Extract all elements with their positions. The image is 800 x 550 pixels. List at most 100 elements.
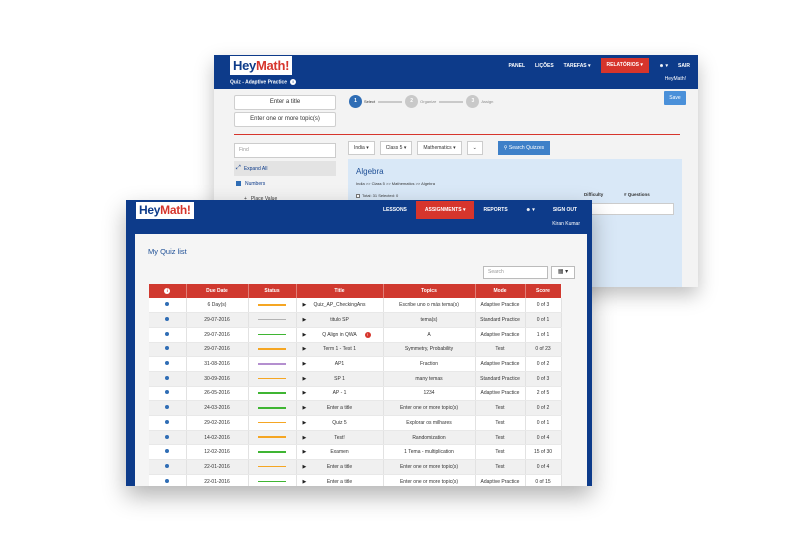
table-row[interactable]: 24-03-2016 ▶ Enter a title Enter one or mor…: [149, 400, 562, 416]
play-icon[interactable]: ▶: [302, 463, 307, 470]
nav-sair[interactable]: SAIR: [678, 62, 690, 69]
class-dropdown[interactable]: Class 5: [379, 141, 413, 155]
heymath-logo[interactable]: HeyMath!: [230, 56, 293, 75]
title-cell[interactable]: ▶ Enter a title: [296, 459, 384, 475]
play-icon[interactable]: ▶: [302, 361, 307, 368]
step-2-circle[interactable]: 2: [405, 95, 419, 108]
plus-icon: +: [244, 195, 247, 202]
title-cell[interactable]: ▶ AP1: [296, 356, 384, 372]
table-row[interactable]: 22-01-2016 ▶ Enter a title Enter one or mor…: [149, 459, 562, 475]
title-text: SP 1: [334, 375, 345, 382]
table-row[interactable]: 26-05-2016 ▶ AP - 1 1234 Adaptive Practice 2 …: [149, 386, 562, 402]
title-cell[interactable]: ▶ Examen: [296, 444, 384, 461]
tree-item-numbers[interactable]: Numbers: [234, 176, 336, 191]
play-icon[interactable]: ▶: [302, 405, 307, 412]
chevron-down-icon[interactable]: ⌄: [466, 141, 483, 155]
nav-licoes[interactable]: LIÇÕES: [535, 62, 554, 69]
column-header-topics[interactable]: Topics: [383, 284, 476, 298]
play-icon[interactable]: ▶: [302, 302, 307, 309]
title-cell[interactable]: ▶ Test!: [296, 430, 384, 446]
column-header-status[interactable]: Status: [248, 284, 297, 298]
step-3-circle[interactable]: 3: [466, 95, 480, 108]
table-row[interactable]: 29-07-2016 ▶ Q Align in QWA! A Adaptive Prac…: [149, 327, 562, 343]
mode-cell: Adaptive Practice: [475, 474, 526, 486]
subject-dropdown[interactable]: Mathematics: [417, 141, 462, 155]
info-column-header[interactable]: i: [149, 284, 187, 298]
table-row[interactable]: 29-02-2016 ▶ Quiz 5 Explorar os milhares Tes…: [149, 415, 562, 431]
column-header-mode[interactable]: Mode: [475, 284, 526, 298]
status-bar: [258, 436, 286, 438]
title-cell[interactable]: ▶ SP 1: [296, 371, 384, 387]
columns-toggle-button[interactable]: ▦ ▾: [551, 266, 575, 279]
table-row[interactable]: 14-02-2016 ▶ Test! Randomization Test 0 of 4: [149, 430, 562, 446]
topics-cell: Fraction: [383, 356, 476, 372]
nav-relatorios[interactable]: RELATÓRIOS: [600, 58, 649, 73]
title-cell[interactable]: ▶ AP - 1: [296, 386, 384, 402]
play-icon[interactable]: ▶: [302, 346, 307, 353]
nav-sign-out[interactable]: SIGN OUT: [552, 207, 577, 213]
title-text: titulo SP: [330, 317, 349, 324]
play-icon[interactable]: ▶: [302, 331, 307, 338]
table-row[interactable]: 22-01-2016 ▶ Enter a title Enter one or mor…: [149, 474, 562, 486]
play-icon[interactable]: ▶: [302, 317, 307, 324]
play-icon[interactable]: ▶: [302, 375, 307, 382]
mode-cell: Test: [475, 430, 526, 446]
tree-item-place-value[interactable]: + Place Value: [234, 191, 336, 206]
status-cell: [248, 444, 297, 461]
table-row[interactable]: 30-09-2016 ▶ SP 1 many temas Standard Practi…: [149, 371, 562, 387]
enter-topic-button[interactable]: Enter one or more topic(s): [234, 112, 336, 127]
column-header-score[interactable]: Score: [525, 284, 562, 298]
title-cell[interactable]: ▶ Quiz_AP_CheckingAns: [296, 298, 384, 314]
score-cell: 15 of 30: [525, 444, 562, 461]
nav-panel[interactable]: PANEL: [508, 62, 526, 69]
table-row[interactable]: 29-07-2016 ▶ titulo SP tema(s) Standard Prac…: [149, 312, 562, 328]
play-icon[interactable]: ▶: [302, 478, 307, 485]
heymath-logo[interactable]: HeyMath!: [136, 202, 194, 219]
search-quizzes-button[interactable]: ⚲ Search Quizzes: [497, 141, 551, 155]
table-row[interactable]: 29-07-2016 ▶ Term 1 - Test 1 Symmetry, Prob…: [149, 342, 562, 358]
status-cell: [248, 415, 297, 431]
column-header-due-date[interactable]: Due Date: [186, 284, 249, 298]
nav-reports[interactable]: REPORTS: [483, 207, 508, 213]
table-row[interactable]: 12-02-2016 ▶ Examen 1 Tema - multiplication…: [149, 444, 562, 461]
play-icon[interactable]: ▶: [302, 390, 307, 397]
topics-cell: Escribe uno o más tema(s): [383, 298, 476, 314]
title-cell[interactable]: ▶ Enter a title: [296, 474, 384, 486]
title-cell[interactable]: ▶ Q Align in QWA!: [296, 327, 384, 343]
row-indicator-icon: [165, 449, 170, 454]
user-icon[interactable]: ☻: [659, 63, 668, 69]
title-cell[interactable]: ▶ Term 1 - Test 1: [296, 342, 384, 358]
wizard-steps: 1 Select 2 Organize 3 Assign: [349, 95, 493, 108]
enter-title-button[interactable]: Enter a title: [234, 95, 336, 110]
table-row[interactable]: 31-08-2016 ▶ AP1 Fraction Adaptive Practice 0…: [149, 356, 562, 372]
search-input[interactable]: Search: [483, 266, 548, 279]
find-input[interactable]: Find: [234, 143, 336, 158]
play-icon[interactable]: ▶: [302, 434, 307, 441]
country-dropdown[interactable]: India: [348, 141, 375, 155]
save-button[interactable]: Save: [664, 91, 686, 105]
title-cell[interactable]: ▶ Quiz 5: [296, 415, 384, 431]
user-icon[interactable]: ☻: [517, 201, 544, 219]
status-bar: [258, 421, 286, 424]
info-icon[interactable]: i: [290, 79, 297, 85]
row-dot-cell: [149, 312, 187, 328]
step-1-circle[interactable]: 1: [349, 95, 362, 108]
title-cell[interactable]: ▶ titulo SP: [296, 312, 384, 328]
select-all-checkbox[interactable]: [356, 193, 360, 198]
play-icon[interactable]: ▶: [302, 449, 307, 456]
nav-lessons[interactable]: LESSONS: [383, 207, 407, 213]
title-text: Quiz 5: [332, 419, 347, 426]
due-date-cell: 26-05-2016: [186, 386, 249, 402]
row-dot-cell: [149, 327, 187, 343]
table-row[interactable]: 6 Day(s) ▶ Quiz_AP_CheckingAns Escribe uno …: [149, 298, 562, 314]
column-header-title[interactable]: Title: [296, 284, 384, 298]
row-indicator-icon: [165, 375, 170, 380]
page-title-text: Quiz - Adaptive Practice: [230, 79, 288, 86]
play-icon[interactable]: ▶: [302, 419, 307, 426]
nav-assignments[interactable]: ASSIGNMENTS: [415, 201, 475, 219]
mode-cell: Test: [475, 444, 526, 461]
topics-cell: tema(s): [383, 312, 476, 328]
expand-all-item[interactable]: ⤢ Expand All: [234, 161, 336, 176]
title-cell[interactable]: ▶ Enter a title: [296, 400, 384, 416]
nav-tarefas[interactable]: TAREFAS: [564, 63, 591, 69]
